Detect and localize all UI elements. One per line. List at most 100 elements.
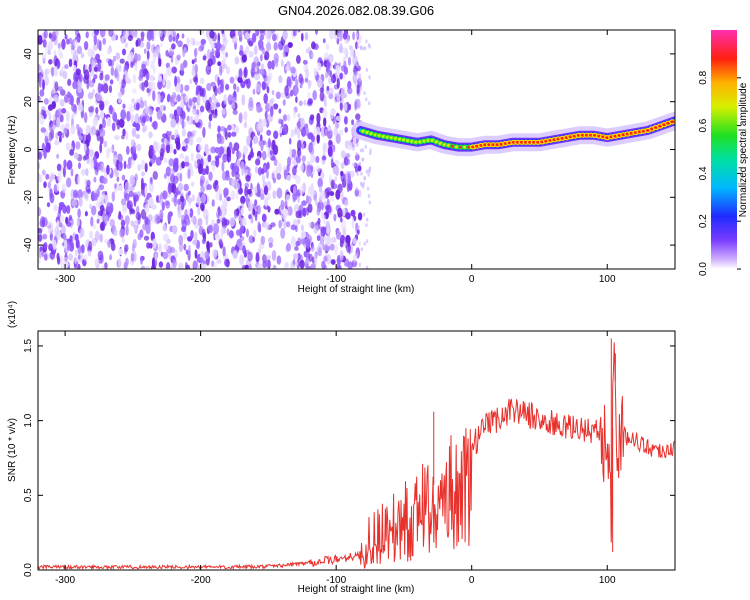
spectrogram-cell [207,154,212,163]
spectrogram-cell [299,83,303,89]
spectrogram-cell [334,176,338,182]
spectrogram-cell [135,134,140,139]
spectrogram-cell [239,225,245,234]
spectrogram-cell [96,218,100,224]
spectrogram-cell [92,192,98,201]
spectrogram-cell [246,135,251,146]
spectrogram-cell [163,105,166,111]
spectrogram-cell [233,90,237,99]
spectrogram-cell [43,74,49,82]
spectrogram-cell [337,264,342,269]
spectrogram-cell [297,218,301,225]
spectrogram-cell [102,37,107,45]
spectrogram-cell [83,41,89,51]
spectrogram-cell [210,146,216,154]
spectrogram-cell [109,79,114,85]
spectrogram-cell [329,129,333,136]
spectrogram-cell [278,75,283,84]
spectrogram-cell [215,102,221,108]
spectrogram-cell [52,239,57,251]
spectrogram-cell [50,128,55,140]
spectrogram-cell [93,74,98,80]
spectrogram-cell [77,244,82,255]
spectrogram-cell [90,159,95,169]
spectrogram-cell [298,73,303,84]
spectrogram-cell [57,171,62,183]
spectrogram-cell [360,171,363,176]
spectrogram-cell [352,162,356,168]
spectrogram-cell [65,142,71,151]
spectrogram-cell [273,42,278,51]
spectrogram-cell [252,186,258,194]
spectrogram-cell [106,117,112,127]
spectrogram-cell [132,152,138,160]
spectrogram-cell [95,53,101,61]
spectrogram-cell [38,65,42,73]
spectrogram-cell [352,72,358,84]
spectrogram-cell [51,87,56,95]
spectrogram-cell [257,248,262,254]
spectrogram-cell [180,63,185,72]
spectrogram-cell [93,34,98,46]
spectrogram-cell [129,30,134,34]
spectrogram-cell [118,91,123,98]
colorbar-tick-label: 0.2 [698,214,709,228]
spectrogram-cell [150,176,153,185]
colorbar-tick-label: 0.0 [698,262,709,276]
spectrogram-cell [254,210,258,222]
spectrogram-cell [255,251,260,263]
spectrogram-cell [300,164,305,172]
spectrogram-cell [238,112,243,124]
spectrogram-cell [64,64,69,70]
spectrogram-cell [291,149,297,156]
spectrogram-cell [74,30,80,37]
spectrogram-cell [227,131,232,138]
spectrogram-cell [210,81,216,87]
spectrogram-cell [161,201,165,211]
spectrogram-cell [210,43,215,49]
spectrogram-cell [219,135,225,145]
spectrogram-cell [163,173,167,180]
spectrogram-cell [253,56,260,66]
spectrogram-cell [319,90,325,102]
spectrogram-cell [136,143,142,152]
spectrogram-cell [239,160,246,170]
spectrogram-cell [181,119,185,129]
spectrogram-cell [140,255,143,265]
spectrogram-cell [318,242,322,249]
spectrogram-cell [305,68,309,79]
spectrogram-cell [163,73,168,81]
spectrogram-cell [300,117,305,128]
spectrogram-cell [85,124,90,136]
spectrogram-cell [104,262,108,269]
spectrogram-cell [177,198,182,206]
spectrogram-cell [72,81,78,90]
spectrogram-cell [345,234,351,244]
spectrogram-cell [170,246,176,254]
spectrogram-cell [132,73,137,84]
spectrogram-cell [44,68,50,76]
colorbar-tick-label: 0.6 [698,118,709,132]
spectrogram-cell [69,149,75,156]
spectrogram-cell [292,166,297,176]
spectrogram-cell [125,224,129,236]
spectrogram-cell [184,137,190,144]
spectrogram-cell [355,41,358,50]
spectrogram-cell [93,66,98,72]
spectrogram-cell [323,100,327,108]
spectrogram-cell [140,209,147,220]
spectrogram-cell [322,214,326,225]
spectrogram-cell [239,50,244,56]
spectrogram-cell [68,214,73,221]
spectrogram-cell [61,132,65,139]
spectrogram-cell [157,80,163,90]
spectrogram-cell [221,109,226,115]
spectrogram-cell [65,122,70,129]
spectrogram-cell [301,155,306,163]
spectrogram-cell [245,195,249,205]
spectrogram-cell [135,212,142,221]
spectrogram-cell [333,126,339,137]
spectrogram-cell [223,94,228,105]
spectrogram-cell [116,119,121,130]
spectrogram-cell [348,56,351,66]
